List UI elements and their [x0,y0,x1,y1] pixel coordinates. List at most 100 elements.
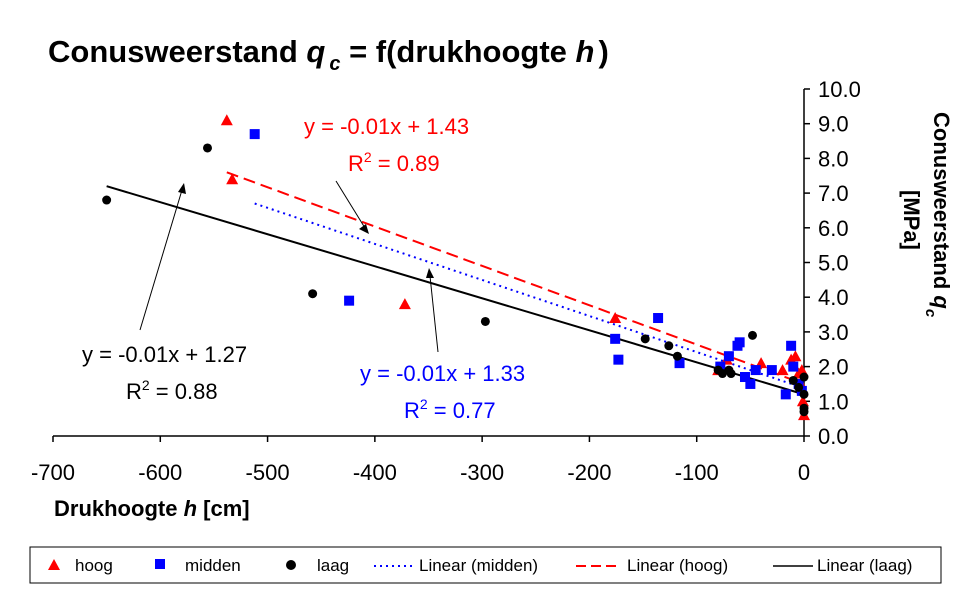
legend: hoog midden laag Linear (midden) Linear … [29,546,942,584]
x-ticks: -700 -600 -500 -400 -300 -200 -100 0 [31,436,810,485]
point-laag [794,382,804,392]
legend-label-linear-laag: Linear (laag) [817,556,912,575]
point-midden [739,372,750,383]
point-midden [653,313,664,324]
y-tick-label: 9.0 [818,112,849,137]
point-midden [745,378,756,389]
title-var2: h [576,34,595,69]
point-midden [780,389,791,400]
title-end: ) [598,34,608,69]
ylabel-sub: c [922,309,939,318]
arrowhead-laag [178,183,186,194]
point-midden [766,365,777,376]
point-midden [613,354,624,365]
legend-marker-laag [286,560,296,570]
point-midden [249,129,260,140]
ylabel-unit: [MPa] [899,190,924,250]
y-tick-label: 10.0 [818,77,861,102]
arrow-midden [429,275,439,353]
xlabel-main: Drukhoogte [54,496,184,521]
legend-marker-hoog [48,559,60,570]
y-tick-label: 8.0 [818,146,849,171]
point-hoog [795,364,808,376]
ylabel-main: Conusweerstand [929,112,954,295]
point-laag [788,375,798,385]
equation-midden: y = -0.01x + 1.33 [360,361,525,386]
legend-label-linear-midden: Linear (midden) [419,556,538,575]
data-points [102,114,810,421]
legend-label-laag: laag [317,556,349,575]
point-hoog [789,350,802,362]
arrowhead-hoog [359,224,369,234]
x-tick-label: -600 [138,460,182,485]
point-laag [664,341,674,351]
point-midden [344,295,355,306]
x-tick-label: -400 [353,460,397,485]
point-laag [799,389,809,399]
x-axis-label: Drukhoogte h [cm] [54,496,250,521]
arrow-laag [139,189,183,331]
point-laag [202,143,212,153]
point-midden [674,358,685,369]
arrowhead-midden [426,268,434,278]
x-tick-label: 0 [798,460,810,485]
r2-midden: R2 = 0.77 [404,396,496,423]
x-tick-label: -500 [246,460,290,485]
x-tick-label: -200 [567,460,611,485]
equation-hoog: y = -0.01x + 1.43 [304,114,469,139]
point-laag [748,330,758,340]
point-midden [786,340,797,351]
point-midden [750,365,761,376]
trendline-hoog [226,171,805,385]
trendline-midden [254,202,803,389]
y-axis-label: Conusweerstand qc [MPa] [899,112,954,318]
legend-label-linear-hoog: Linear (hoog) [627,556,728,575]
point-laag [726,369,736,379]
point-laag [799,407,809,417]
point-midden [723,351,734,362]
x-tick-label: -100 [675,460,719,485]
y-tick-label: 6.0 [818,216,849,241]
title-mid: = f(drukhoogte [340,34,575,69]
trendline-laag [106,185,805,396]
point-hoog [220,114,233,126]
y-tick-label: 1.0 [818,389,849,414]
point-midden [610,333,621,344]
equation-laag: y = -0.01x + 1.27 [82,342,247,367]
ylabel-var: q [929,295,954,309]
point-hoog [609,312,622,324]
title-main: Conusweerstand [48,34,306,69]
svg-text:Conusweerstand qc: Conusweerstand qc [922,112,954,318]
point-laag [308,289,318,299]
legend-label-hoog: hoog [75,556,113,575]
arrow-hoog [335,180,366,229]
title-var: q [306,34,325,69]
y-tick-label: 3.0 [818,320,849,345]
point-hoog [796,395,809,407]
legend-box [29,546,942,584]
point-hoog [226,173,239,185]
point-laag [480,316,490,326]
point-midden [788,361,799,372]
annotation-midden: y = -0.01x + 1.33 R2 = 0.77 [360,268,525,423]
y-ticks: 0.0 1.0 2.0 3.0 4.0 5.0 6.0 7.0 8.0 9.0 10.0 [804,77,861,449]
trendlines [106,171,805,396]
point-laag [672,351,682,361]
r2-laag: R2 = 0.88 [126,377,218,404]
legend-marker-midden [155,559,165,569]
y-tick-label: 4.0 [818,285,849,310]
y-tick-label: 0.0 [818,424,849,449]
xlabel-unit: [cm] [197,496,250,521]
legend-label-midden: midden [185,556,241,575]
r2-hoog: R2 = 0.89 [348,149,440,176]
x-tick-label: -300 [460,460,504,485]
xlabel-var: h [184,496,197,521]
y-tick-label: 7.0 [818,181,849,206]
annotation-laag: y = -0.01x + 1.27 R2 = 0.88 [82,183,247,404]
y-tick-label: 5.0 [818,251,849,276]
point-midden [734,337,745,348]
title-sub: c [329,53,340,75]
point-laag [640,334,650,344]
